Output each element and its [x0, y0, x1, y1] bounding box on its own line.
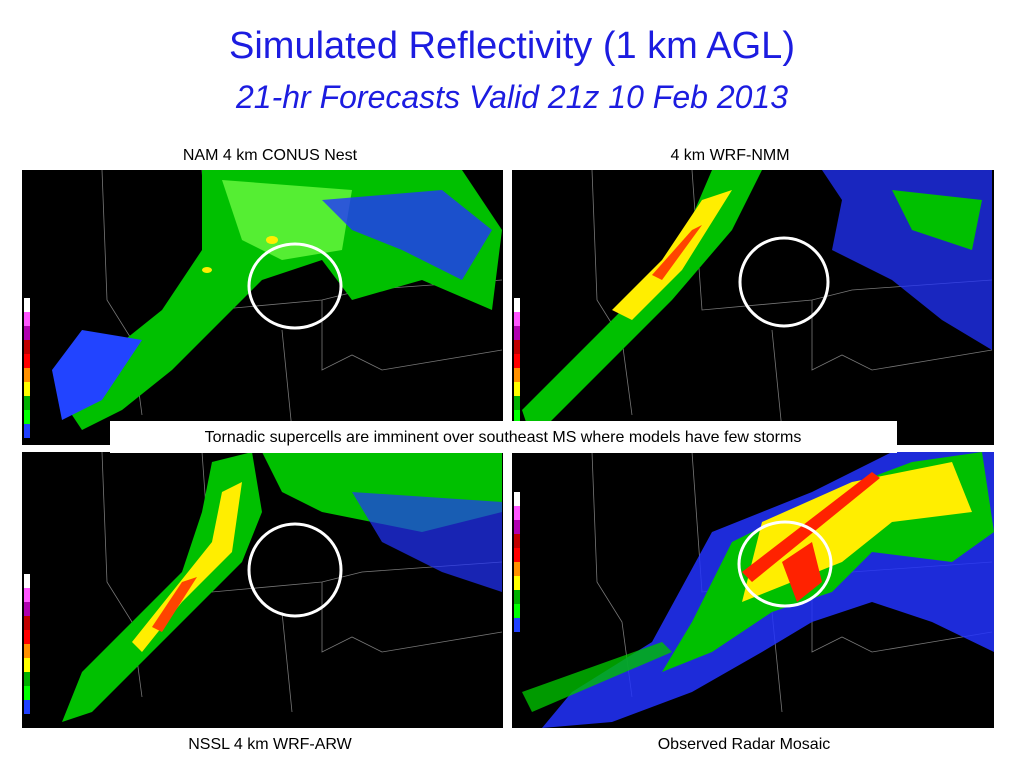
- title: Simulated Reflectivity (1 km AGL): [229, 25, 795, 67]
- panel-label: NSSL 4 km WRF-ARW: [188, 736, 352, 753]
- annotation: Tornadic supercells are imminent over so…: [205, 429, 802, 446]
- subtitle: 21-hr Forecasts Valid 21z 10 Feb 2013: [235, 79, 788, 115]
- panel-label: Observed Radar Mosaic: [658, 736, 831, 753]
- radar-panel: [512, 169, 994, 445]
- radar-panel: [512, 451, 994, 728]
- panel-label: NAM 4 km CONUS Nest: [183, 147, 358, 164]
- panel-label: 4 km WRF-NMM: [670, 147, 789, 164]
- annotation-box: [110, 421, 897, 453]
- radar-panel: [22, 169, 503, 445]
- radar-panel: [22, 451, 503, 728]
